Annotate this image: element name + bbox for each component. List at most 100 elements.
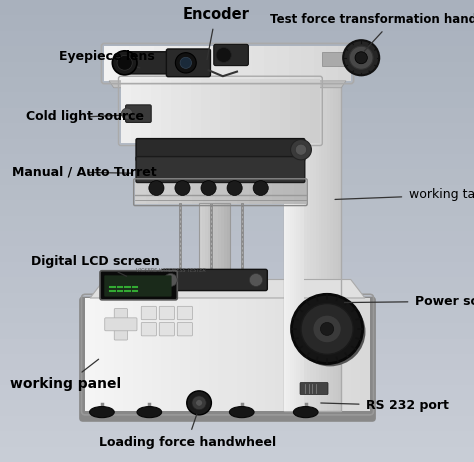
Bar bbox=[161, 79, 171, 143]
Bar bbox=[298, 55, 300, 411]
Bar bbox=[192, 180, 204, 204]
Bar bbox=[0, 446, 474, 462]
Bar bbox=[286, 55, 289, 411]
Bar bbox=[333, 55, 336, 411]
Bar bbox=[360, 298, 370, 411]
Bar bbox=[0, 169, 474, 185]
Bar bbox=[275, 298, 285, 411]
Bar bbox=[199, 203, 230, 280]
Circle shape bbox=[313, 315, 341, 343]
Circle shape bbox=[294, 297, 365, 366]
Circle shape bbox=[343, 40, 379, 75]
Bar bbox=[211, 203, 215, 280]
Bar bbox=[203, 180, 215, 204]
Bar bbox=[133, 298, 143, 411]
Bar bbox=[294, 180, 306, 204]
Bar bbox=[237, 298, 247, 411]
Circle shape bbox=[201, 181, 216, 195]
Bar bbox=[158, 180, 170, 204]
Bar bbox=[0, 0, 474, 15]
Bar bbox=[209, 203, 212, 280]
Bar bbox=[290, 55, 292, 411]
Bar bbox=[0, 107, 474, 123]
Bar bbox=[341, 298, 351, 411]
Bar bbox=[215, 46, 228, 81]
Bar bbox=[209, 298, 219, 411]
Polygon shape bbox=[109, 81, 346, 88]
Bar bbox=[0, 123, 474, 139]
FancyBboxPatch shape bbox=[166, 49, 210, 77]
Bar bbox=[246, 298, 256, 411]
Bar bbox=[190, 298, 200, 411]
Bar bbox=[272, 180, 283, 204]
Bar bbox=[287, 55, 291, 411]
Circle shape bbox=[295, 144, 307, 155]
Bar bbox=[121, 79, 131, 143]
Bar bbox=[215, 180, 227, 204]
Bar bbox=[249, 180, 261, 204]
FancyBboxPatch shape bbox=[159, 306, 174, 320]
Bar bbox=[270, 79, 281, 143]
Bar bbox=[0, 200, 474, 216]
Circle shape bbox=[149, 181, 164, 195]
Bar bbox=[210, 79, 221, 143]
Bar bbox=[326, 46, 339, 81]
Bar bbox=[256, 298, 266, 411]
Bar bbox=[0, 338, 474, 354]
Bar bbox=[313, 55, 316, 411]
Bar bbox=[336, 55, 339, 411]
Bar bbox=[0, 30, 474, 46]
FancyBboxPatch shape bbox=[214, 44, 248, 66]
Circle shape bbox=[121, 108, 133, 119]
Bar bbox=[0, 384, 474, 401]
Bar bbox=[0, 92, 474, 108]
FancyBboxPatch shape bbox=[114, 309, 128, 340]
Bar bbox=[214, 203, 218, 280]
FancyBboxPatch shape bbox=[104, 275, 172, 297]
Bar bbox=[330, 55, 333, 411]
FancyBboxPatch shape bbox=[136, 157, 305, 182]
Bar bbox=[290, 55, 293, 411]
Text: Test force transformation handwheel: Test force transformation handwheel bbox=[270, 13, 474, 51]
FancyBboxPatch shape bbox=[177, 306, 192, 320]
Bar bbox=[95, 298, 105, 411]
Circle shape bbox=[227, 181, 242, 195]
Bar bbox=[237, 180, 249, 204]
Bar bbox=[303, 298, 313, 411]
Bar bbox=[288, 55, 291, 411]
Bar bbox=[290, 79, 301, 143]
Bar bbox=[227, 203, 230, 280]
Bar bbox=[332, 298, 342, 411]
Text: Power source: Power source bbox=[345, 295, 474, 308]
Bar bbox=[283, 180, 295, 204]
Bar bbox=[300, 79, 310, 143]
Circle shape bbox=[253, 181, 268, 195]
Circle shape bbox=[249, 274, 263, 286]
Text: RS 232 port: RS 232 port bbox=[321, 399, 449, 412]
Bar bbox=[0, 184, 474, 200]
Bar bbox=[307, 55, 310, 411]
Bar bbox=[154, 46, 166, 81]
Bar bbox=[230, 79, 241, 143]
Text: Loading force handwheel: Loading force handwheel bbox=[99, 414, 276, 449]
Bar bbox=[0, 431, 474, 447]
Bar bbox=[228, 46, 240, 81]
Bar bbox=[0, 138, 474, 154]
Bar bbox=[180, 298, 190, 411]
Bar bbox=[0, 354, 474, 370]
Bar bbox=[0, 261, 474, 277]
Bar bbox=[319, 55, 322, 411]
Bar bbox=[327, 55, 330, 411]
Circle shape bbox=[175, 181, 190, 195]
Bar bbox=[310, 79, 320, 143]
Bar bbox=[129, 46, 142, 81]
Bar bbox=[280, 79, 291, 143]
Bar bbox=[203, 46, 216, 81]
FancyBboxPatch shape bbox=[300, 383, 328, 395]
Bar bbox=[181, 79, 191, 143]
Bar bbox=[117, 46, 129, 81]
FancyBboxPatch shape bbox=[126, 105, 151, 122]
Bar bbox=[300, 55, 302, 411]
Text: Eyepiece lens: Eyepiece lens bbox=[59, 50, 155, 68]
Bar bbox=[142, 298, 152, 411]
